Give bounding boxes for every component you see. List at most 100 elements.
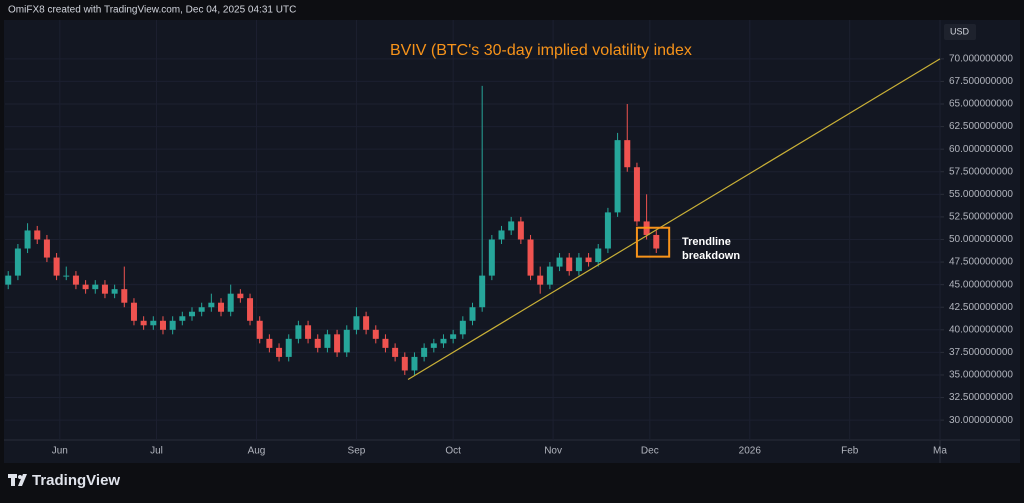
candle-body bbox=[479, 275, 486, 308]
candle-body bbox=[324, 334, 331, 348]
trendline bbox=[407, 58, 941, 380]
candle-body bbox=[450, 334, 457, 339]
candle-body bbox=[498, 230, 505, 240]
currency-box bbox=[944, 24, 976, 40]
candle-body bbox=[34, 230, 41, 240]
candle-body bbox=[537, 275, 544, 285]
candle-body bbox=[382, 338, 389, 348]
candle-body bbox=[179, 316, 186, 321]
candle-body bbox=[401, 356, 408, 371]
y-tick-label: 52.500000000 bbox=[949, 212, 1013, 223]
candle-body bbox=[285, 338, 292, 357]
candle-body bbox=[421, 347, 428, 357]
candle-body bbox=[169, 320, 176, 330]
candle-body bbox=[295, 325, 302, 339]
candle-body bbox=[101, 284, 108, 294]
candle-body bbox=[218, 302, 225, 312]
y-tick-label: 30.000000000 bbox=[949, 415, 1013, 426]
candle-body bbox=[343, 329, 350, 353]
candle-body bbox=[411, 356, 418, 371]
brand: TradingView bbox=[32, 472, 120, 489]
candle-body bbox=[247, 298, 254, 321]
candle-body bbox=[363, 316, 370, 330]
credit: OmiFX8 created with TradingView.com, Dec… bbox=[8, 5, 296, 16]
y-tick-label: 50.000000000 bbox=[949, 234, 1013, 245]
y-tick-label: 67.500000000 bbox=[949, 76, 1013, 87]
candle-body bbox=[266, 338, 273, 348]
y-tick-label: 70.000000000 bbox=[949, 53, 1013, 64]
x-tick-label: Sep bbox=[348, 446, 366, 457]
y-tick-label: 60.000000000 bbox=[949, 144, 1013, 155]
candle-body bbox=[508, 221, 515, 231]
y-tick-label: 37.500000000 bbox=[949, 347, 1013, 358]
candle-body bbox=[150, 320, 157, 326]
currency-label: USD bbox=[950, 26, 970, 36]
candle-body bbox=[227, 293, 234, 312]
candle-body bbox=[130, 302, 137, 321]
y-tick-label: 55.000000000 bbox=[949, 189, 1013, 200]
candle-body bbox=[334, 334, 341, 353]
candle-body bbox=[633, 167, 640, 222]
x-tick-label: Dec bbox=[641, 446, 659, 457]
x-tick-label: Aug bbox=[248, 446, 266, 457]
chart-panel bbox=[4, 20, 1020, 463]
y-tick-label: 45.000000000 bbox=[949, 279, 1013, 290]
candle-body bbox=[24, 230, 31, 249]
candle-body bbox=[189, 311, 195, 317]
candle-body bbox=[208, 302, 215, 308]
x-tick-label: 2026 bbox=[739, 446, 762, 457]
candle-body bbox=[440, 338, 447, 344]
logo bbox=[8, 474, 27, 486]
candle-body bbox=[527, 239, 534, 276]
x-tick-label: Oct bbox=[445, 446, 461, 457]
candle-body bbox=[575, 257, 582, 272]
candle-body bbox=[566, 257, 573, 272]
candle-body bbox=[469, 307, 476, 321]
x-tick-label: Feb bbox=[841, 446, 859, 457]
x-tick-label: Ma bbox=[933, 446, 947, 457]
y-tick-label: 32.500000000 bbox=[949, 392, 1013, 403]
candle-body bbox=[140, 320, 147, 326]
candle-body bbox=[237, 293, 244, 299]
candle-body bbox=[546, 266, 553, 285]
candle-body bbox=[63, 275, 70, 277]
candle-body bbox=[488, 239, 495, 276]
candle-body bbox=[72, 275, 79, 285]
candle-body bbox=[353, 316, 360, 330]
candle-body bbox=[314, 338, 321, 348]
candle-body bbox=[92, 284, 99, 290]
x-tick-label: Jul bbox=[150, 446, 163, 457]
candle-body bbox=[159, 320, 166, 330]
highlight-box bbox=[635, 226, 671, 258]
candle-body bbox=[111, 289, 118, 294]
candle-body bbox=[53, 257, 60, 276]
candle-body bbox=[372, 329, 379, 339]
candle-body bbox=[604, 212, 611, 249]
y-tick-label: 65.000000000 bbox=[949, 99, 1013, 110]
y-tick-label: 35.000000000 bbox=[949, 370, 1013, 381]
candle-body bbox=[614, 140, 621, 213]
candle-body bbox=[256, 320, 263, 339]
candle-body bbox=[556, 257, 563, 267]
candle-body bbox=[585, 257, 592, 263]
annotation: Trendline breakdown bbox=[682, 236, 741, 262]
candle-body bbox=[653, 234, 660, 249]
candle-body bbox=[14, 248, 21, 276]
candle-body bbox=[517, 221, 524, 240]
candle-body bbox=[430, 343, 437, 348]
chart-title: BVIV (BTC's 30-day implied volatility in… bbox=[390, 42, 692, 59]
candle-body bbox=[459, 320, 466, 335]
y-tick-label: 47.500000000 bbox=[949, 257, 1013, 268]
candle-body bbox=[198, 307, 205, 312]
x-tick-label: Nov bbox=[544, 446, 562, 457]
y-tick-label: 57.500000000 bbox=[949, 166, 1013, 177]
candle-body bbox=[5, 275, 12, 285]
y-tick-label: 40.000000000 bbox=[949, 324, 1013, 335]
candle-body bbox=[624, 140, 631, 168]
y-tick-label: 62.500000000 bbox=[949, 121, 1013, 132]
candle-body bbox=[43, 239, 50, 258]
candle-body bbox=[82, 284, 89, 290]
candle-body bbox=[305, 325, 312, 339]
